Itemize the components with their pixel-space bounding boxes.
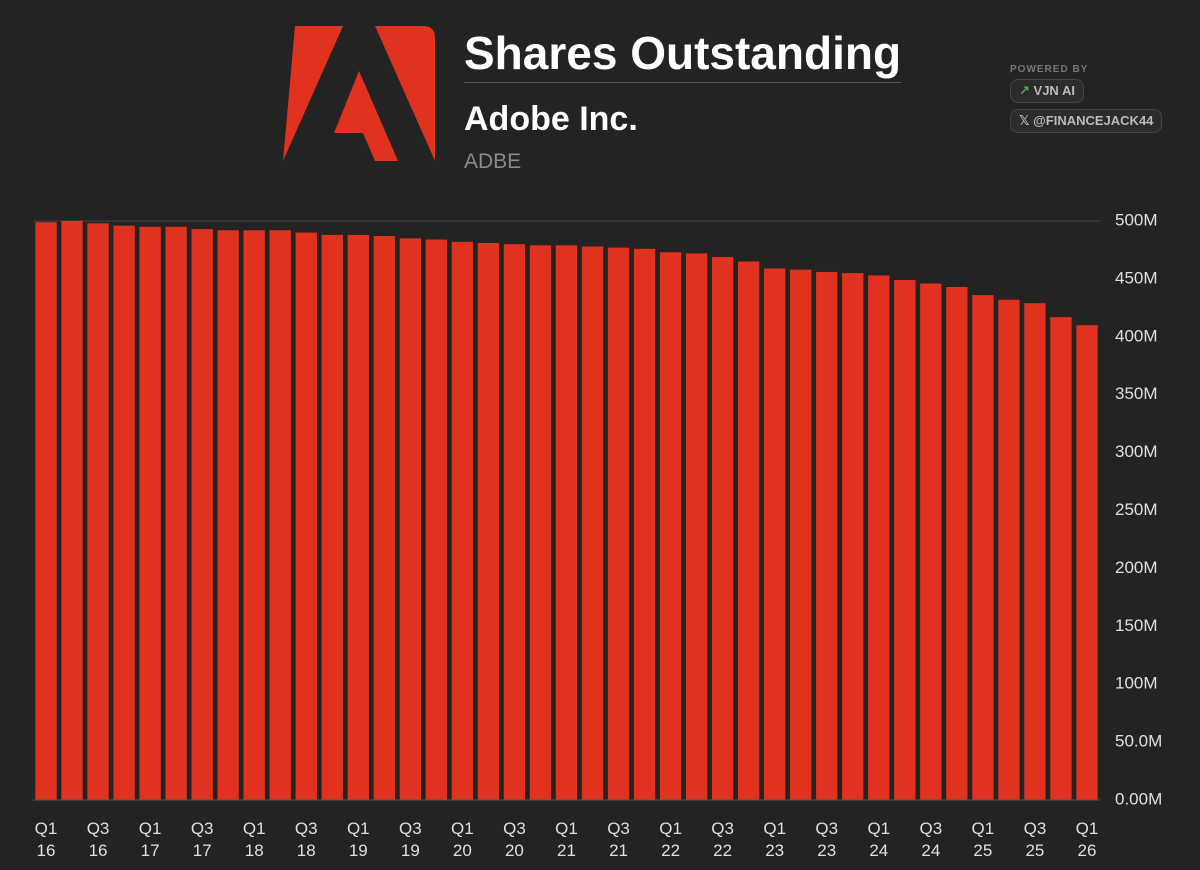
y-tick-label: 0.00M — [1115, 789, 1162, 808]
bar — [477, 243, 500, 800]
handle-badge[interactable]: 𝕏 @FINANCEJACK44 — [1010, 109, 1163, 133]
bar — [165, 226, 187, 801]
company-name: Adobe Inc. — [464, 100, 638, 138]
bar — [451, 241, 474, 800]
ticker: ADBE — [464, 150, 522, 173]
bar — [295, 232, 317, 800]
bar — [503, 244, 526, 800]
bar — [529, 245, 552, 800]
bar — [1050, 317, 1072, 800]
y-tick-label: 250M — [1115, 500, 1158, 519]
bar — [894, 280, 916, 801]
x-tick-label: Q3 20 — [503, 819, 526, 860]
x-tick-label: Q1 19 — [346, 819, 370, 860]
y-tick-label: 450M — [1115, 268, 1158, 287]
x-tick-label: Q1 17 — [138, 819, 162, 860]
y-tick-label: 50.0M — [1115, 732, 1162, 751]
bar — [711, 256, 734, 800]
x-tick-label: Q1 16 — [34, 819, 58, 860]
bar — [399, 238, 422, 800]
y-tick-label: 400M — [1115, 326, 1158, 345]
x-tick-label: Q1 24 — [867, 819, 891, 860]
bar — [633, 248, 656, 801]
x-tick-label: Q1 26 — [1075, 819, 1099, 860]
bar — [425, 239, 448, 800]
bar — [920, 283, 942, 801]
logo — [283, 26, 435, 161]
bar — [373, 236, 395, 800]
bar — [998, 299, 1020, 800]
y-tick-label: 500M — [1115, 210, 1158, 229]
bar — [35, 222, 57, 800]
bar — [217, 230, 239, 800]
x-tick-label: Q3 22 — [711, 819, 734, 860]
bar — [555, 245, 578, 800]
bar — [946, 287, 968, 801]
powered-by: POWERED BY — [1010, 64, 1089, 75]
bar — [1076, 325, 1098, 800]
bar — [790, 269, 812, 800]
handle: @FINANCEJACK44 — [1033, 113, 1154, 128]
x-tick-label: Q1 20 — [451, 819, 474, 860]
y-tick-label: 100M — [1115, 674, 1158, 693]
x-tick-label: Q3 21 — [607, 819, 630, 860]
x-tick-label: Q1 18 — [242, 819, 266, 860]
x-tick-label: Q1 21 — [555, 819, 578, 860]
x-tick-label: Q3 17 — [190, 819, 214, 860]
x-tick-label: Q3 16 — [86, 819, 110, 860]
brand-badge[interactable]: ↗ VJN AI — [1010, 79, 1084, 103]
bar — [842, 273, 864, 800]
x-tick-label: Q3 23 — [815, 819, 839, 860]
x-tick-label: Q1 22 — [659, 819, 682, 860]
brand: VJN AI — [1033, 83, 1075, 98]
x-tick-label: Q3 25 — [1023, 819, 1047, 860]
bar — [738, 261, 760, 800]
y-tick-label: 150M — [1115, 616, 1158, 635]
y-tick-label: 300M — [1115, 442, 1158, 461]
bar — [685, 253, 708, 800]
bar — [191, 229, 213, 800]
x-tick-label: Q1 23 — [763, 819, 787, 860]
bar — [113, 225, 135, 800]
x-tick-label: Q3 19 — [399, 819, 422, 860]
title: Shares Outstanding — [464, 26, 902, 83]
bar — [347, 234, 369, 800]
bar — [87, 223, 109, 801]
x-tick-label: Q3 24 — [919, 819, 943, 860]
bar — [816, 271, 838, 800]
y-tick-label: 350M — [1115, 384, 1158, 403]
bar — [269, 230, 291, 800]
x-tick-label: Q1 25 — [971, 819, 995, 860]
bar — [972, 295, 994, 800]
bar — [868, 275, 890, 800]
bar — [139, 226, 161, 801]
bar — [243, 230, 265, 800]
x-tick-label: Q3 18 — [294, 819, 318, 860]
bar — [581, 246, 604, 800]
bar — [764, 268, 786, 800]
bar — [61, 221, 83, 800]
bar — [607, 247, 630, 800]
bar — [1024, 303, 1046, 800]
bar — [659, 252, 682, 801]
bar — [321, 234, 343, 800]
y-tick-label: 200M — [1115, 558, 1158, 577]
